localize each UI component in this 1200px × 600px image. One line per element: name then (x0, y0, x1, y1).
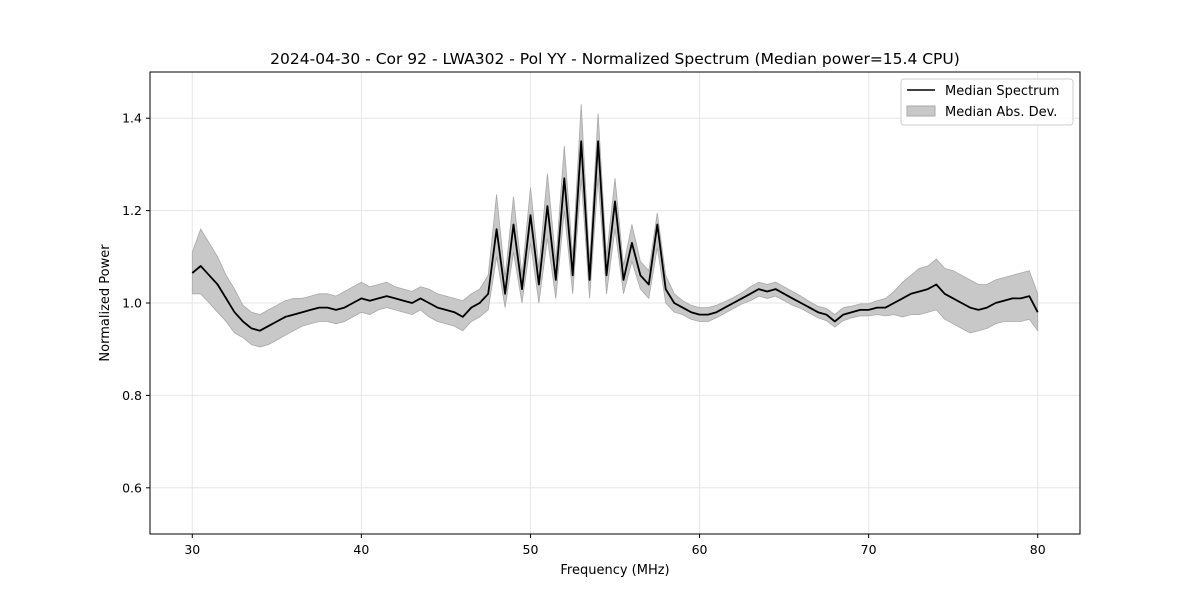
median-abs-dev-band (191, 104, 1039, 348)
x-axis-ticks: 30 40 50 60 70 80 (184, 534, 1046, 557)
x-tick-label: 50 (523, 542, 539, 557)
x-tick-label: 30 (184, 542, 200, 557)
legend-label-median-spectrum: Median Spectrum (945, 84, 1059, 99)
x-tick-label: 40 (353, 542, 369, 557)
x-tick-label: 80 (1030, 542, 1046, 557)
y-tick-label: 0.8 (122, 388, 142, 403)
x-tick-label: 60 (692, 542, 708, 557)
y-axis-label: Normalized Power (98, 244, 113, 362)
chart-title: 2024-04-30 - Cor 92 - LWA302 - Pol YY - … (270, 50, 960, 68)
y-axis-ticks: 0.6 0.8 1.0 1.2 1.4 (122, 111, 150, 495)
median-spectrum-path (191, 140, 1039, 332)
legend: Median Spectrum Median Abs. Dev. (900, 78, 1074, 126)
y-tick-label: 1.0 (122, 296, 142, 311)
y-tick-label: 1.4 (122, 111, 142, 126)
x-tick-label: 70 (861, 542, 877, 557)
legend-box (900, 78, 1074, 126)
x-axis-label: Frequency (MHz) (560, 563, 669, 578)
legend-band-swatch (906, 105, 936, 117)
median-abs-dev-area (191, 104, 1039, 348)
median-spectrum-line (191, 140, 1039, 332)
legend-label-median-abs-dev: Median Abs. Dev. (945, 105, 1057, 120)
y-tick-label: 0.6 (122, 480, 142, 495)
y-tick-label: 1.2 (122, 203, 142, 218)
